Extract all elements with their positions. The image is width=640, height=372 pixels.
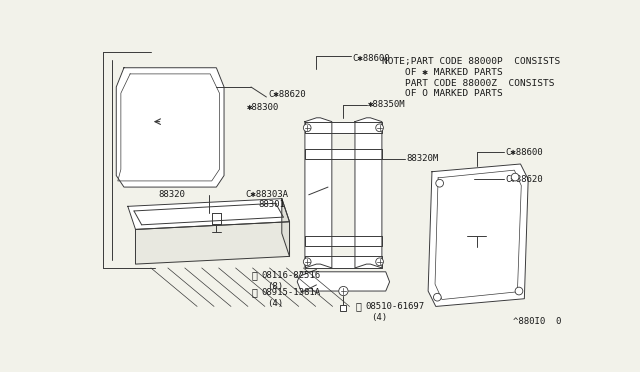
Text: PART CODE 88000Z  CONSISTS: PART CODE 88000Z CONSISTS — [382, 78, 554, 88]
Text: ✱88350M: ✱88350M — [368, 100, 406, 109]
Text: 88320: 88320 — [159, 190, 186, 199]
Text: Ⓑ: Ⓑ — [252, 271, 258, 280]
Polygon shape — [305, 256, 382, 268]
Text: C✱88303A: C✱88303A — [246, 190, 289, 199]
Text: C✱88600: C✱88600 — [505, 148, 543, 157]
Circle shape — [515, 287, 523, 295]
Circle shape — [376, 124, 383, 132]
Text: (4): (4) — [371, 313, 387, 322]
Polygon shape — [128, 199, 289, 230]
Text: OF ✱ MARKED PARTS: OF ✱ MARKED PARTS — [382, 68, 502, 77]
Text: (4): (4) — [267, 299, 284, 308]
Circle shape — [433, 294, 441, 301]
Circle shape — [303, 258, 311, 266]
Polygon shape — [305, 235, 382, 246]
Circle shape — [303, 124, 311, 132]
Text: OF O MARKED PARTS: OF O MARKED PARTS — [382, 89, 502, 99]
Text: ✱88300: ✱88300 — [247, 103, 280, 112]
Text: 08915-1381A: 08915-1381A — [261, 288, 320, 297]
Polygon shape — [116, 68, 224, 187]
Polygon shape — [305, 122, 382, 133]
Polygon shape — [297, 272, 390, 291]
Text: NOTE;PART CODE 88000P  CONSISTS: NOTE;PART CODE 88000P CONSISTS — [382, 57, 560, 66]
Circle shape — [436, 179, 444, 187]
Circle shape — [376, 258, 383, 266]
Text: C✱88620: C✱88620 — [268, 90, 305, 99]
Text: C✱88600: C✱88600 — [353, 54, 390, 63]
Circle shape — [511, 173, 519, 181]
Text: Ⓦ: Ⓦ — [252, 288, 258, 298]
Text: 88301: 88301 — [259, 200, 285, 209]
Polygon shape — [136, 222, 289, 264]
Polygon shape — [305, 148, 382, 158]
Polygon shape — [305, 118, 332, 268]
Text: (8): (8) — [267, 282, 284, 291]
Text: 88320M: 88320M — [406, 154, 439, 163]
Text: 08116-82516: 08116-82516 — [261, 271, 320, 280]
Polygon shape — [282, 199, 289, 256]
Text: C✱88620: C✱88620 — [505, 175, 543, 184]
Polygon shape — [355, 118, 382, 268]
Polygon shape — [428, 164, 528, 307]
Text: 08510-61697: 08510-61697 — [365, 302, 424, 311]
Circle shape — [339, 286, 348, 296]
Text: Ⓢ: Ⓢ — [356, 301, 362, 311]
Text: ^880I0  0: ^880I0 0 — [513, 317, 561, 326]
